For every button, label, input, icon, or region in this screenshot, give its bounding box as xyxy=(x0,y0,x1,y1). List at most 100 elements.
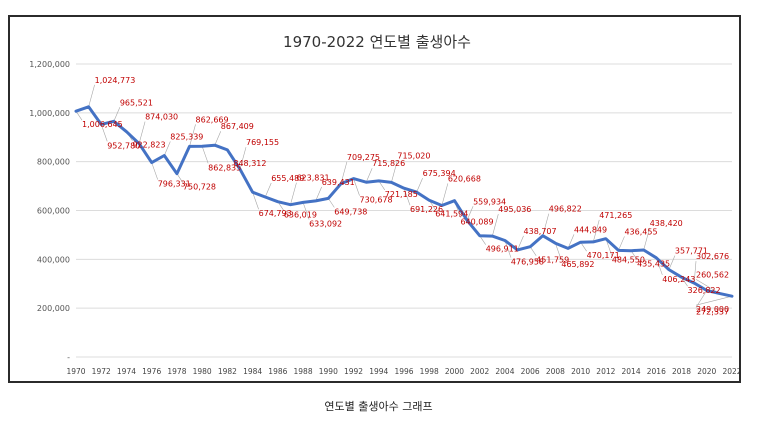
data-label: 640,089 xyxy=(460,218,493,227)
data-label-leader xyxy=(201,146,209,164)
data-label-leader xyxy=(252,192,259,210)
data-label-leader xyxy=(567,234,575,249)
data-label-leader xyxy=(529,246,537,256)
data-label-leader xyxy=(466,206,474,221)
x-tick-label: 1988 xyxy=(294,367,313,376)
x-tick-label: 2002 xyxy=(470,367,489,376)
data-label: 435,435 xyxy=(637,260,670,269)
line-chart: 1970-2022 연도별 출생아수 - 200,000 400,000 600,00… xyxy=(29,33,739,376)
data-label: 406,243 xyxy=(662,275,695,284)
data-label: 438,420 xyxy=(650,219,683,228)
x-tick-label: 2000 xyxy=(445,367,464,376)
data-label-leader xyxy=(75,111,83,121)
data-label-leader xyxy=(151,162,158,180)
x-tick-label: 2016 xyxy=(647,367,666,376)
y-tick-label: - xyxy=(67,353,70,362)
data-label: 691,226 xyxy=(410,205,443,214)
data-label: 709,275 xyxy=(347,153,380,162)
data-label: 715,020 xyxy=(397,151,430,160)
data-label: 633,092 xyxy=(309,219,342,228)
data-label-leader xyxy=(643,227,650,251)
data-label-leader xyxy=(693,261,697,284)
data-label: 655,489 xyxy=(271,174,304,183)
data-label: 249,000 xyxy=(696,305,729,314)
x-tick-label: 2022 xyxy=(722,367,739,376)
x-tick-label: 1984 xyxy=(243,367,262,376)
x-tick-label: 1972 xyxy=(92,367,111,376)
data-label-leader xyxy=(365,168,373,183)
x-tick-label: 2012 xyxy=(596,367,615,376)
data-label: 721,185 xyxy=(385,190,418,199)
data-label: 357,771 xyxy=(675,247,708,256)
data-label: 965,521 xyxy=(120,98,153,107)
data-label: 623,831 xyxy=(296,174,329,183)
data-label-leader xyxy=(302,202,310,220)
data-label: 444,849 xyxy=(574,225,607,234)
x-tick-label: 2020 xyxy=(697,367,716,376)
data-label-leader xyxy=(492,214,499,237)
data-label-leader xyxy=(517,235,524,251)
data-label: 825,339 xyxy=(170,132,203,141)
x-tick-label: 1996 xyxy=(394,367,413,376)
data-label: 730,678 xyxy=(360,196,393,205)
data-label: 1,006,645 xyxy=(82,120,123,129)
series-line xyxy=(74,105,734,298)
x-tick-label: 1992 xyxy=(344,367,363,376)
data-label: 922,823 xyxy=(132,141,165,150)
y-tick-label: 600,000 xyxy=(37,207,70,216)
y-tick-label: 1,000,000 xyxy=(29,109,70,118)
data-label: 260,562 xyxy=(696,270,729,279)
data-label-leader xyxy=(391,160,398,183)
x-tick-label: 1998 xyxy=(420,367,439,376)
data-label: 639,431 xyxy=(322,178,355,187)
data-label-leader xyxy=(138,121,146,144)
data-label-leader xyxy=(315,186,322,201)
grid-lines xyxy=(76,63,732,358)
data-label: 496,822 xyxy=(549,205,582,214)
data-label: 769,155 xyxy=(246,138,279,147)
data-label-leader xyxy=(113,107,121,122)
data-label: 436,455 xyxy=(624,227,657,236)
data-label: 1,024,773 xyxy=(95,76,136,85)
data-label-leader xyxy=(214,131,222,146)
x-tick-label: 1990 xyxy=(319,367,338,376)
data-label-leader xyxy=(176,173,184,183)
data-label: 272,337 xyxy=(696,308,729,317)
data-label-leader xyxy=(239,147,247,170)
data-label-leader xyxy=(189,124,196,147)
y-tick-label: 400,000 xyxy=(37,255,70,264)
chart-frame: 1970-2022 연도별 출생아수 - 200,000 400,000 600,00… xyxy=(8,15,741,383)
data-label: 796,331 xyxy=(158,180,191,189)
data-label: 867,409 xyxy=(221,122,254,131)
data-label: 559,934 xyxy=(473,197,506,206)
data-label: 715,826 xyxy=(372,159,405,168)
data-label-leader xyxy=(164,141,171,156)
data-label-leader xyxy=(668,255,676,270)
data-label: 496,911 xyxy=(486,245,519,254)
data-label: 952,780 xyxy=(107,141,140,150)
x-tick-label: 1978 xyxy=(167,367,186,376)
data-label: 641,594 xyxy=(435,209,468,218)
data-label-leader xyxy=(618,236,625,251)
data-label: 675,394 xyxy=(423,169,456,178)
data-label-leader xyxy=(88,84,95,107)
x-tick-label: 2008 xyxy=(546,367,565,376)
data-label-leader xyxy=(353,178,360,196)
x-axis-tick-labels: 1970 1972 1974 1976 1978 1980 1982 1984 1986 1988… xyxy=(66,367,739,376)
data-label-leader xyxy=(630,250,638,260)
data-label-leader xyxy=(403,188,411,206)
x-tick-label: 1986 xyxy=(268,367,287,376)
x-tick-label: 2006 xyxy=(521,367,540,376)
data-label: 326,822 xyxy=(688,286,721,295)
data-label: 620,668 xyxy=(448,174,481,183)
x-tick-label: 2010 xyxy=(571,367,590,376)
x-tick-label: 2014 xyxy=(622,367,641,376)
x-tick-label: 1994 xyxy=(369,367,388,376)
data-label-leader xyxy=(290,182,297,205)
x-tick-label: 1982 xyxy=(218,367,237,376)
data-label-leader xyxy=(416,177,423,193)
data-label: 302,676 xyxy=(696,252,729,261)
data-label-leader xyxy=(580,242,587,252)
data-label: 484,550 xyxy=(612,256,645,265)
figure-caption: 연도별 출생아수 그래프 xyxy=(324,400,433,413)
